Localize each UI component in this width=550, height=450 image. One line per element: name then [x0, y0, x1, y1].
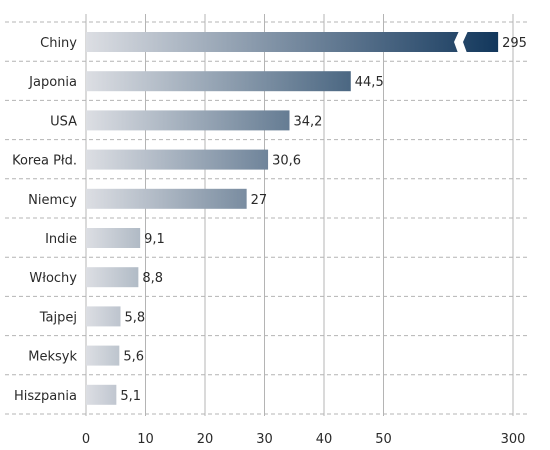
x-axis-ticks: 0 10 20 30 40 50 300 — [82, 432, 526, 447]
bar-Indie — [86, 228, 141, 248]
bar-Niemcy — [86, 188, 247, 209]
category-label: Chiny — [40, 36, 77, 51]
category-label: USA — [50, 114, 77, 129]
category-label: Meksyk — [28, 350, 77, 365]
bar-Meksyk — [86, 345, 120, 366]
category-label: Tajpej — [39, 310, 77, 325]
x-tick-label-50: 50 — [375, 432, 392, 447]
label-layer: Chiny 295 Japonia 44,5 USA 34,2 Korea Płd. 30,6… — [12, 36, 527, 404]
category-label: Włochy — [29, 271, 77, 286]
bar-Japonia — [86, 71, 351, 92]
value-label: 9,1 — [144, 232, 165, 247]
category-label: Hiszpania — [14, 389, 77, 404]
x-tick-label-40: 40 — [316, 432, 333, 447]
bar-Korea Płd. — [86, 149, 269, 170]
bar-USA — [86, 110, 290, 131]
axis-break-mark — [454, 31, 468, 53]
value-label: 295 — [502, 36, 527, 51]
x-tick-label-10: 10 — [137, 432, 154, 447]
value-label: 5,8 — [125, 310, 146, 325]
bar-Włochy — [86, 267, 139, 288]
value-label: 27 — [251, 193, 268, 208]
bar-Hiszpania — [86, 384, 117, 405]
value-label: 44,5 — [355, 75, 384, 90]
category-label: Niemcy — [28, 193, 77, 208]
bar-Chiny — [86, 32, 499, 52]
value-label: 5,6 — [123, 350, 144, 365]
value-label: 8,8 — [142, 271, 163, 286]
bar-layer — [86, 31, 499, 405]
category-label: Indie — [45, 232, 77, 247]
x-tick-label-0: 0 — [82, 432, 90, 447]
bar-Tajpej — [86, 306, 121, 327]
x-tick-label-30: 30 — [256, 432, 273, 447]
value-label: 30,6 — [272, 154, 301, 169]
value-label: 5,1 — [120, 389, 141, 404]
value-label: 34,2 — [293, 114, 322, 129]
category-label: Korea Płd. — [12, 154, 77, 169]
category-label: Japonia — [28, 75, 77, 90]
x-tick-label-300: 300 — [501, 432, 526, 447]
x-tick-label-20: 20 — [197, 432, 214, 447]
